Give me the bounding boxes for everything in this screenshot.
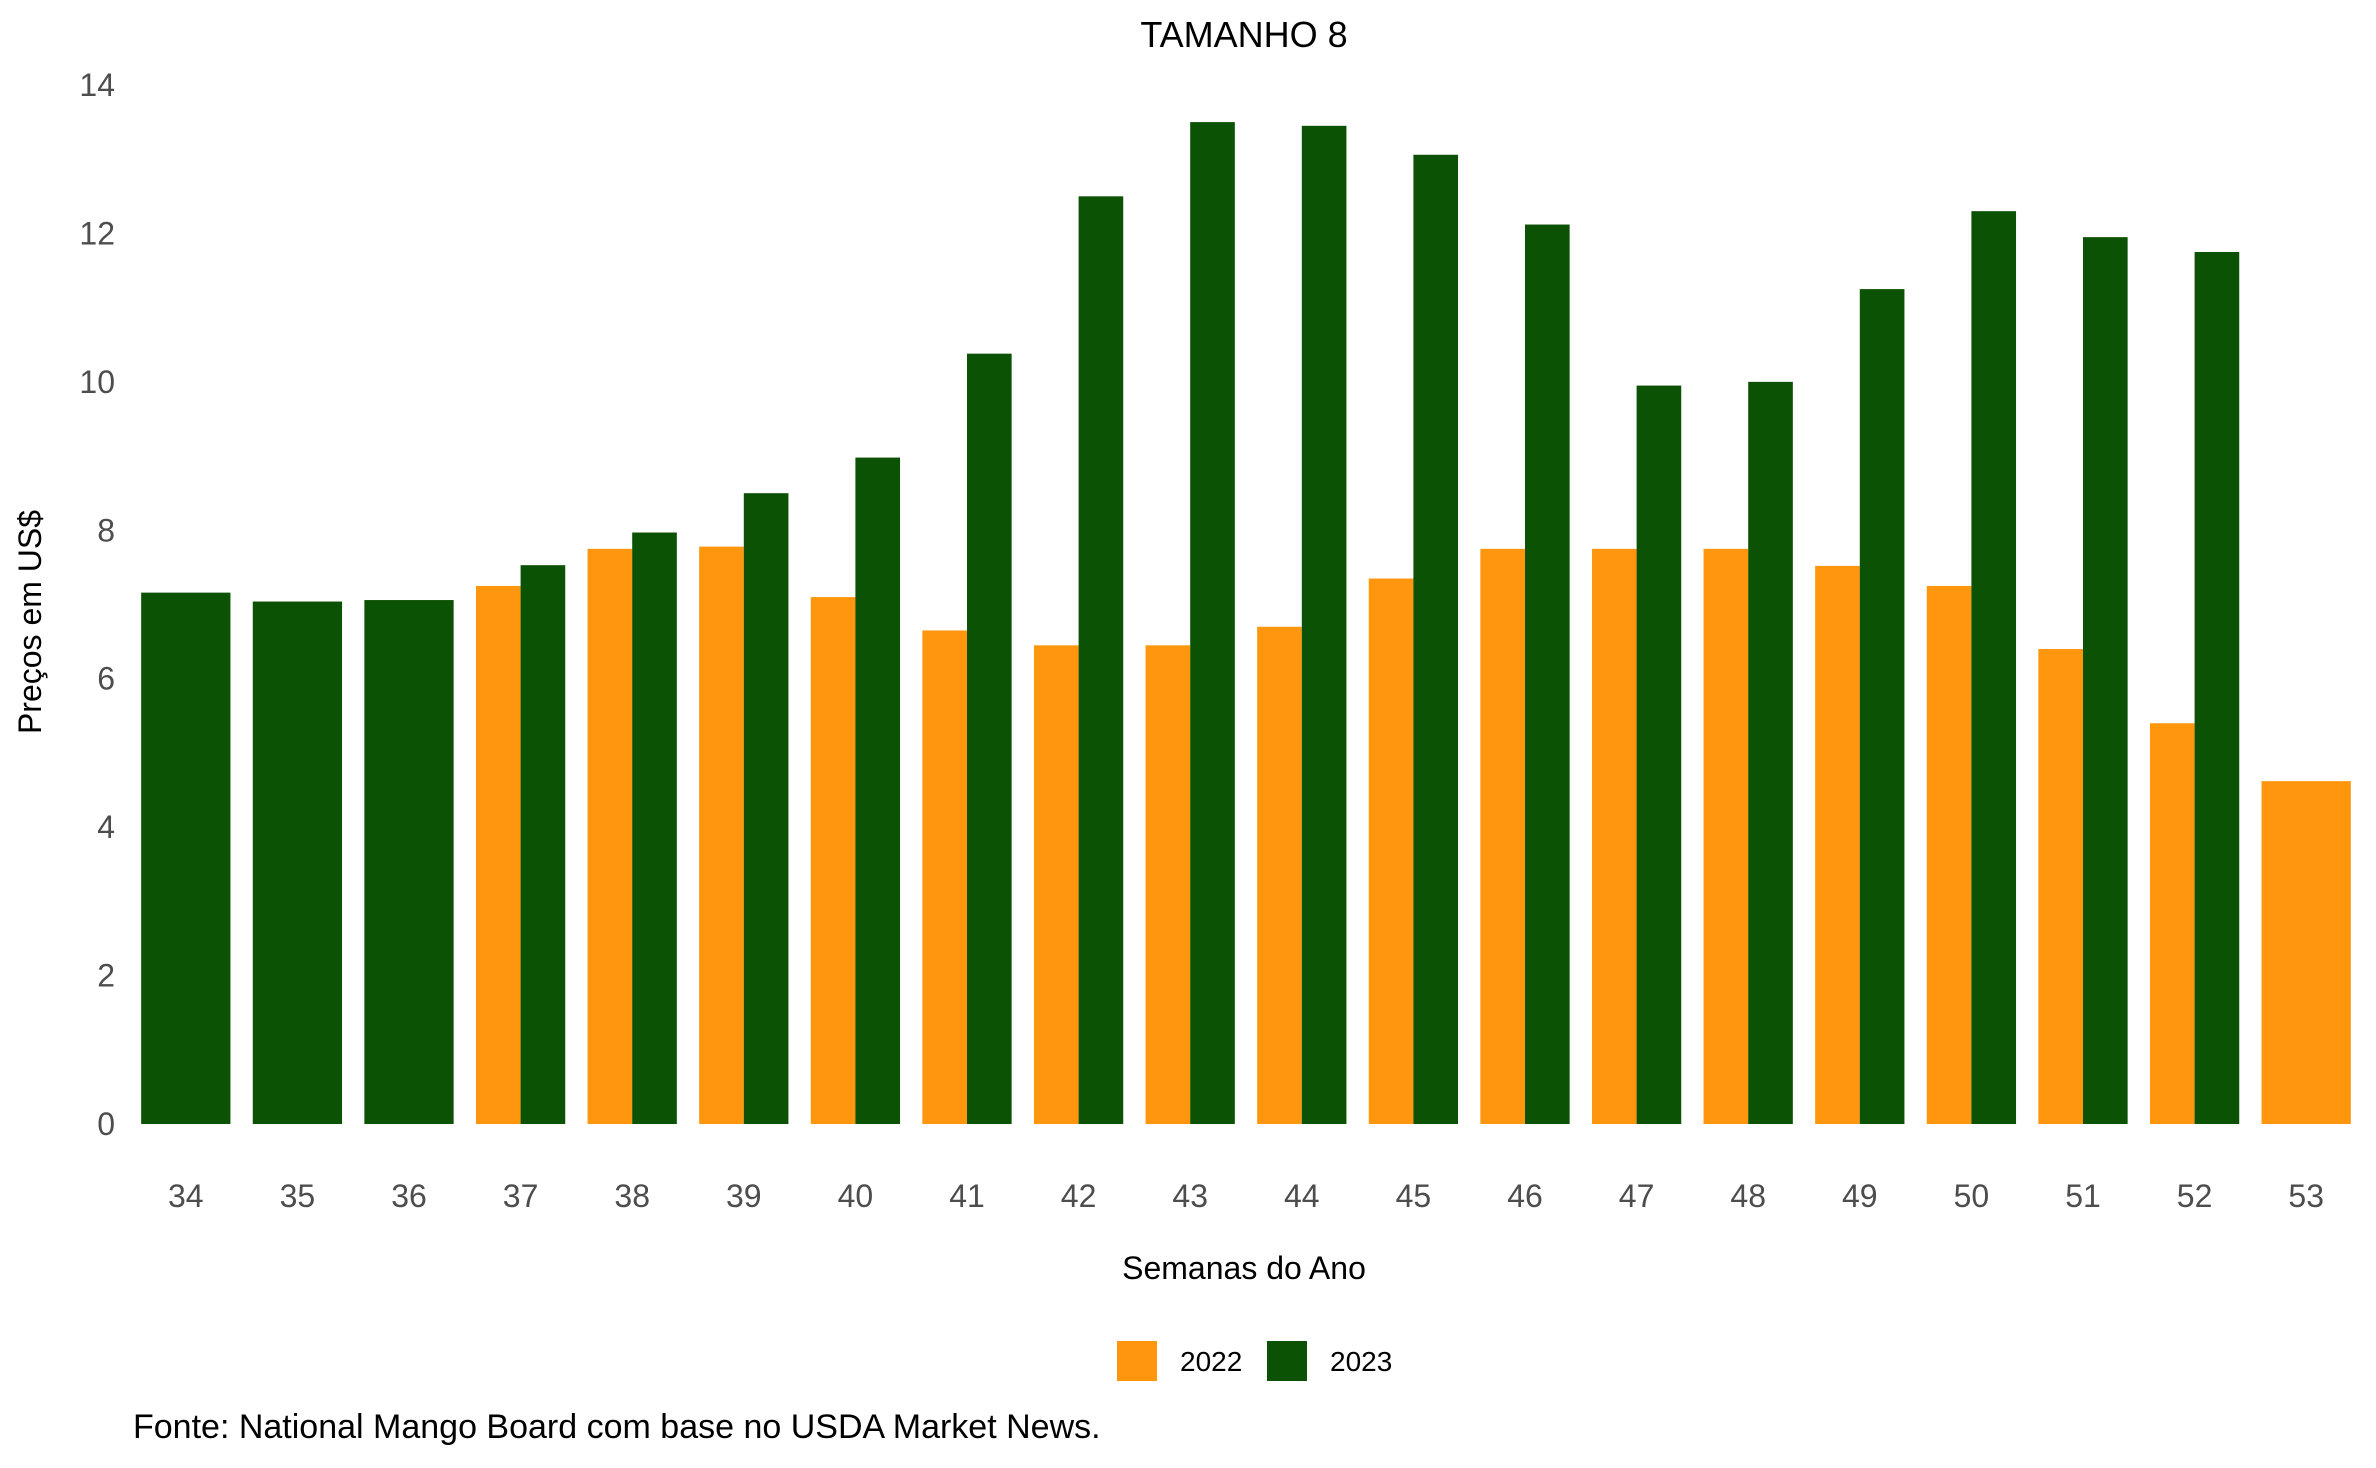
bar-2022-week-47: [1591, 548, 1637, 1124]
legend-label-2022: 2022: [1180, 1346, 1242, 1377]
bar-2023-week-52: [2194, 251, 2240, 1125]
x-tick-label: 51: [2065, 1178, 2101, 1214]
legend-swatch-2022: [1117, 1341, 1157, 1381]
bar-2023-week-34: [141, 592, 231, 1124]
x-tick-label: 42: [1061, 1178, 1097, 1214]
x-tick-label: 49: [1842, 1178, 1878, 1214]
y-axis-label: Preços em US$: [12, 510, 48, 734]
x-tick-label: 47: [1619, 1178, 1655, 1214]
bar-2022-week-38: [587, 548, 633, 1124]
bar-2023-week-42: [1078, 196, 1124, 1124]
x-tick-label: 37: [503, 1178, 539, 1214]
x-tick-label: 36: [391, 1178, 427, 1214]
bar-2023-week-40: [855, 457, 901, 1124]
x-tick-label: 53: [2288, 1178, 2324, 1214]
x-tick-label: 45: [1396, 1178, 1432, 1214]
bar-2022-week-43: [1145, 645, 1191, 1124]
bar-2023-week-51: [2083, 237, 2128, 1124]
bar-2022-week-40: [810, 597, 856, 1124]
x-tick-label: 35: [280, 1178, 316, 1214]
x-tick-label: 34: [168, 1178, 204, 1214]
legend-swatch-2023: [1267, 1341, 1307, 1381]
bars-layer: [141, 122, 2351, 1125]
bar-2023-week-38: [632, 532, 677, 1124]
y-tick-label: 14: [79, 67, 115, 103]
bar-2023-week-47: [1636, 385, 1682, 1124]
y-axis-ticks: 0 2 4 6 8 10 12 14: [79, 67, 115, 1142]
chart-title: TAMANHO 8: [1140, 14, 1347, 55]
x-tick-label: 40: [838, 1178, 874, 1214]
bar-2023-week-49: [1859, 289, 1905, 1125]
bar-2022-week-41: [922, 630, 967, 1124]
y-tick-label: 12: [79, 215, 115, 251]
bar-2023-week-36: [364, 600, 454, 1124]
bar-2023-week-45: [1413, 154, 1459, 1124]
legend: 2022 2023: [1117, 1341, 1392, 1381]
bar-2022-week-50: [1926, 585, 1972, 1124]
bar-2022-week-44: [1257, 626, 1302, 1124]
x-tick-label: 44: [1284, 1178, 1320, 1214]
x-tick-label: 43: [1172, 1178, 1208, 1214]
bar-2023-week-46: [1525, 224, 1570, 1124]
bar-2022-week-52: [2149, 723, 2195, 1124]
bar-2022-week-37: [475, 585, 521, 1124]
bar-2023-week-39: [743, 493, 789, 1124]
y-tick-label: 10: [79, 364, 115, 400]
bar-2022-week-42: [1033, 645, 1079, 1124]
y-tick-label: 8: [97, 512, 115, 548]
bar-2023-week-35: [252, 601, 343, 1124]
bar-2023-week-50: [1971, 211, 2017, 1124]
source-note: Fonte: National Mango Board com base no …: [133, 1408, 1101, 1446]
bar-2022-week-49: [1815, 565, 1860, 1124]
bar-2022-week-39: [699, 546, 744, 1124]
y-tick-label: 6: [97, 661, 115, 697]
bar-2023-week-48: [1748, 381, 1793, 1124]
x-tick-label: 39: [726, 1178, 762, 1214]
bar-2022-week-46: [1480, 548, 1525, 1124]
x-axis-label: Semanas do Ano: [1122, 1250, 1366, 1286]
y-tick-label: 0: [97, 1106, 115, 1142]
bar-2022-week-48: [1703, 548, 1749, 1124]
x-tick-label: 46: [1507, 1178, 1543, 1214]
x-tick-label: 52: [2177, 1178, 2213, 1214]
y-tick-label: 4: [97, 809, 115, 845]
bar-2023-week-43: [1190, 122, 1235, 1125]
bar-2023-week-41: [967, 353, 1012, 1124]
bar-2022-week-45: [1368, 578, 1414, 1124]
legend-label-2023: 2023: [1330, 1346, 1392, 1377]
bar-2022-week-53: [2261, 781, 2351, 1124]
bar-2022-week-51: [2038, 649, 2083, 1124]
x-axis-ticks: 34 35 36 37 38 39 40 41 42 43 44 45 46 47 48 49 50 51 52 53: [168, 1178, 2324, 1214]
x-tick-label: 38: [614, 1178, 650, 1214]
x-tick-label: 48: [1730, 1178, 1766, 1214]
x-tick-label: 50: [1954, 1178, 1990, 1214]
bar-2023-week-44: [1301, 125, 1347, 1124]
bar-2023-week-37: [520, 565, 566, 1124]
x-tick-label: 41: [949, 1178, 985, 1214]
y-tick-label: 2: [97, 958, 115, 994]
